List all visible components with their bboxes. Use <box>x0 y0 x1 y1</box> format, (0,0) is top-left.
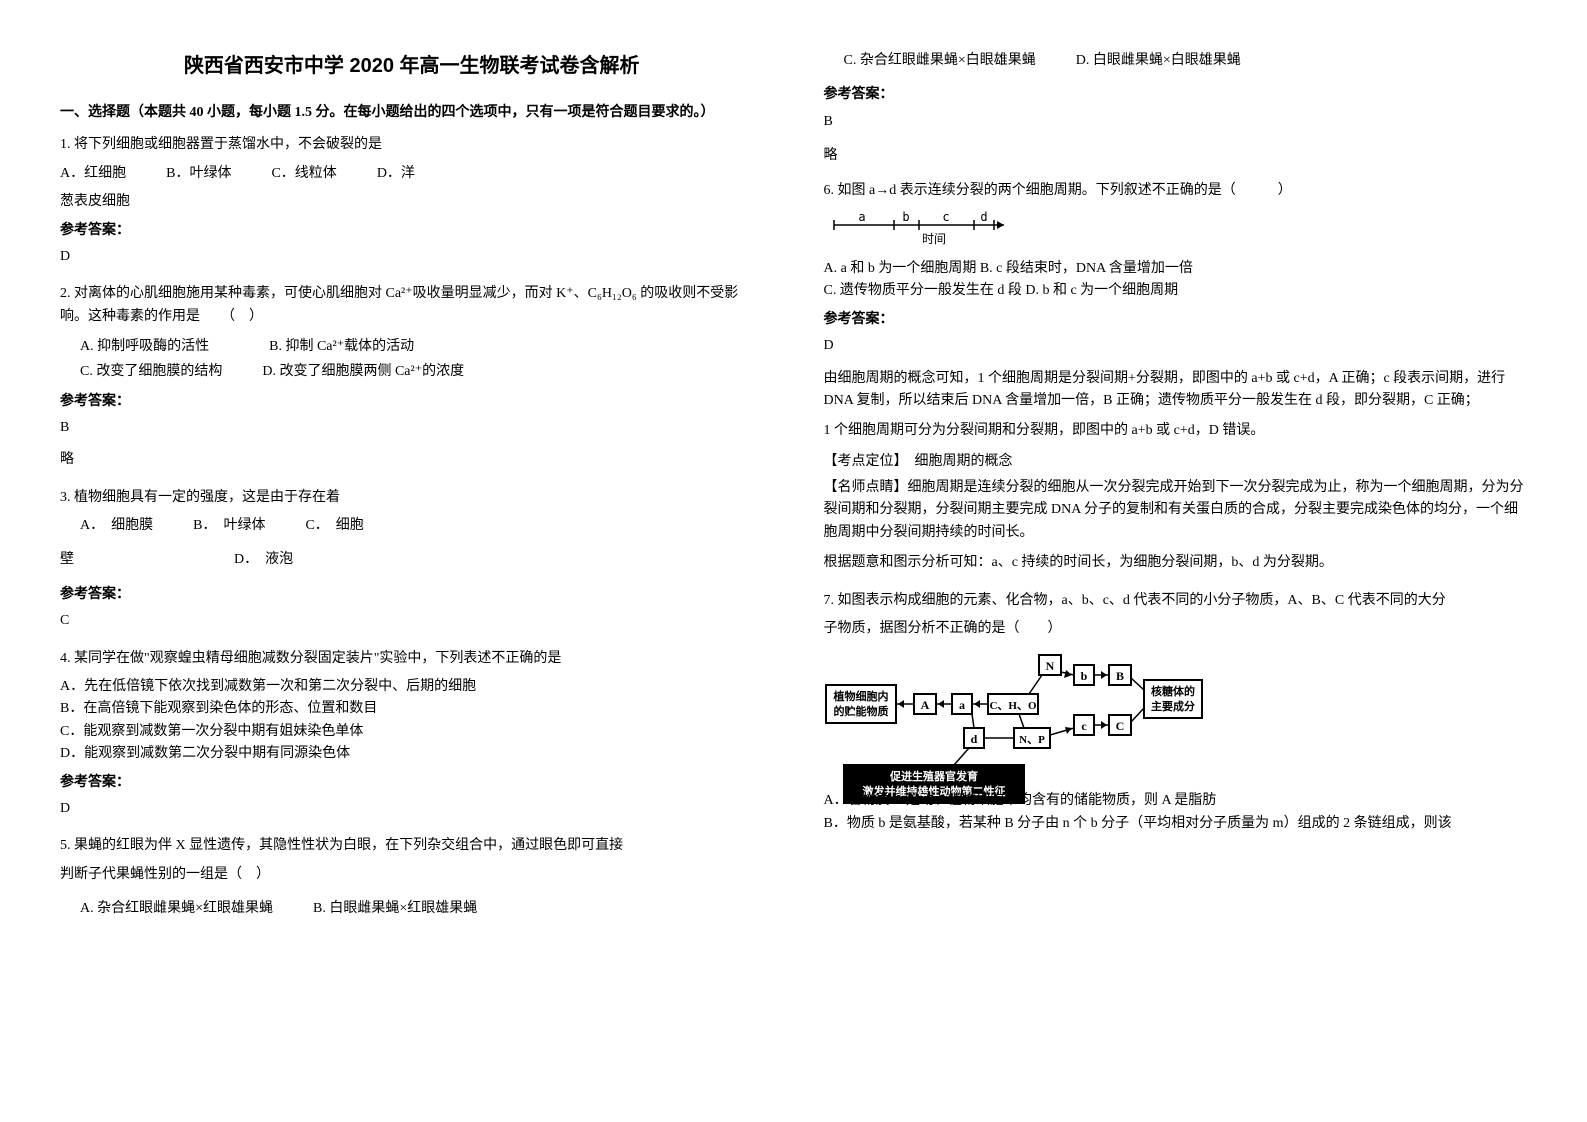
q6-answer: D <box>824 335 1528 357</box>
right-column: C. 杂合红眼雌果蝇×白眼雄果蝇 D. 白眼雌果蝇×白眼雄果蝇 参考答案： B … <box>794 50 1528 1072</box>
q3-answer-label: 参考答案： <box>60 584 764 606</box>
q7-option-a: A．若物质 A 是动、植物细胞中均含有的储能物质，则 A 是脂肪 <box>824 790 1528 812</box>
svg-text:的贮能物质: 的贮能物质 <box>833 704 888 718</box>
q1-option-a: A．红细胞 <box>60 163 126 185</box>
q1-option-c: C．线粒体 <box>271 163 336 185</box>
q6-exp1: 由细胞周期的概念可知，1 个细胞周期是分裂间期+分裂期，即图中的 a+b 或 c… <box>824 368 1528 413</box>
q5-option-c: C. 杂合红眼雌果蝇×白眼雄果蝇 <box>844 50 1036 72</box>
q4-answer: D <box>60 798 764 820</box>
question-4: 4. 某同学在做"观察蝗虫精母细胞减数分裂固定装片"实验中，下列表述不正确的是 … <box>60 648 764 821</box>
question-5: 5. 果蝇的红眼为伴 X 显性遗传，其隐性性状为白眼，在下列杂交组合中，通过眼色… <box>60 835 764 920</box>
q6-option-cd: C. 遗传物质平分一般发生在 d 段 D. b 和 c 为一个细胞周期 <box>824 280 1528 302</box>
svg-text:C、H、O: C、H、O <box>989 700 1036 712</box>
q6-exp2: 1 个细胞周期可分为分裂间期和分裂期，即图中的 a+b 或 c+d，D 错误。 <box>824 420 1528 442</box>
q1-option-b: B．叶绿体 <box>166 163 231 185</box>
q4-answer-label: 参考答案： <box>60 772 764 794</box>
question-1-text: 1. 将下列细胞或细胞器置于蒸馏水中，不会破裂的是 <box>60 134 764 156</box>
q6-genju: 根据题意和图示分析可知：a、c 持续的时间长，为细胞分裂间期，b、d 为分裂期。 <box>824 552 1528 574</box>
q2-answer: B <box>60 417 764 439</box>
svg-text:促进生殖器官发育: 促进生殖器官发育 <box>889 769 978 783</box>
exam-title: 陕西省西安市中学 2020 年高一生物联考试卷含解析 <box>60 50 764 82</box>
q2-option-a: A. 抑制呼吸酶的活性 <box>80 334 209 359</box>
question-5-text: 5. 果蝇的红眼为伴 X 显性遗传，其隐性性状为白眼，在下列杂交组合中，通过眼色… <box>60 835 764 857</box>
q3-answer: C <box>60 610 764 632</box>
question-2: 2. 对离体的心肌细胞施用某种毒素，可使心肌细胞对 Ca²⁺吸收量明显减少，而对… <box>60 283 764 471</box>
question-7: 7. 如图表示构成细胞的元素、化合物，a、b、c、d 代表不同的小分子物质，A、… <box>824 590 1528 836</box>
svg-text:A: A <box>920 698 929 712</box>
q5-note: 略 <box>824 145 1528 167</box>
q4-option-b: B．在高倍镜下能观察到染色体的形态、位置和数目 <box>60 698 764 720</box>
q1-answer: D <box>60 246 764 268</box>
q2-option-b: B. 抑制 Ca²⁺载体的活动 <box>269 334 414 359</box>
question-5-text2: 判断子代果蝇性别的一组是（ ） <box>60 864 764 886</box>
q2-answer-label: 参考答案： <box>60 391 764 413</box>
q1-option-d: D．洋 <box>377 163 415 185</box>
left-column: 陕西省西安市中学 2020 年高一生物联考试卷含解析 一、选择题（本题共 40 … <box>60 50 794 1072</box>
svg-text:N、P: N、P <box>1019 734 1045 746</box>
q6-answer-label: 参考答案： <box>824 309 1528 331</box>
question-3-text: 3. 植物细胞具有一定的强度，这是由于存在着 <box>60 487 764 509</box>
q3-option-a: A． 细胞膜 <box>80 515 153 537</box>
q2-note: 略 <box>60 449 764 471</box>
svg-text:N: N <box>1045 659 1054 673</box>
q3-option-b: B． 叶绿体 <box>193 515 265 537</box>
question-4-text: 4. 某同学在做"观察蝗虫精母细胞减数分裂固定装片"实验中，下列表述不正确的是 <box>60 648 764 670</box>
svg-text:d: d <box>970 732 977 746</box>
q6-option-ab: A. a 和 b 为一个细胞周期 B. c 段结束时，DNA 含量增加一倍 <box>824 258 1528 280</box>
q1-option-d-cont: 葱表皮细胞 <box>60 191 764 213</box>
question-6-text: 6. 如图 a→d 表示连续分裂的两个细胞周期。下列叙述不正确的是（ ） <box>824 180 1528 202</box>
q5-answer: B <box>824 111 1528 133</box>
section-header: 一、选择题（本题共 40 小题，每小题 1.5 分。在每小题给出的四个选项中，只… <box>60 102 764 124</box>
q5-option-d: D. 白眼雌果蝇×白眼雄果蝇 <box>1076 50 1241 72</box>
q5-option-b: B. 白眼雌果蝇×红眼雄果蝇 <box>313 898 477 920</box>
question-6: 6. 如图 a→d 表示连续分裂的两个细胞周期。下列叙述不正确的是（ ） a b… <box>824 180 1528 575</box>
svg-text:c: c <box>1081 719 1087 733</box>
q6-mingshi: 【名师点睛】细胞周期是连续分裂的细胞从一次分裂完成开始到下一次分裂完成为止，称为… <box>824 477 1528 544</box>
timeline-b: b <box>902 210 909 224</box>
q6-kaodian: 【考点定位】 细胞周期的概念 <box>824 451 1528 473</box>
q2-option-c: C. 改变了细胞膜的结构 <box>80 359 222 384</box>
q1-answer-label: 参考答案： <box>60 220 764 242</box>
q5-option-a: A. 杂合红眼雌果蝇×红眼雄果蝇 <box>80 898 273 920</box>
q7-option-b: B．物质 b 是氨基酸，若某种 B 分子由 n 个 b 分子（平均相对分子质量为… <box>824 813 1528 835</box>
svg-text:植物细胞内: 植物细胞内 <box>832 689 888 703</box>
q4-option-a: A．先在低倍镜下依次找到减数第一次和第二次分裂中、后期的细胞 <box>60 676 764 698</box>
question-7-text: 7. 如图表示构成细胞的元素、化合物，a、b、c、d 代表不同的小分子物质，A、… <box>824 590 1528 612</box>
svg-text:a: a <box>959 698 965 712</box>
question-3: 3. 植物细胞具有一定的强度，这是由于存在着 A． 细胞膜 B． 叶绿体 C． … <box>60 487 764 633</box>
svg-text:B: B <box>1115 669 1123 683</box>
timeline-d: d <box>980 210 987 224</box>
q5-answer-label: 参考答案： <box>824 84 1528 106</box>
q3-option-d: D． 液泡 <box>234 549 293 571</box>
q4-option-c: C．能观察到减数第一次分裂中期有姐妹染色单体 <box>60 721 764 743</box>
timeline-diagram: a b c d 时间 <box>824 210 1024 250</box>
timeline-xlabel: 时间 <box>921 232 945 246</box>
q2-option-d: D. 改变了细胞膜两侧 Ca²⁺的浓度 <box>262 359 464 384</box>
timeline-c: c <box>942 210 949 224</box>
concept-diagram: 植物细胞内 的贮能物质 A a C、H、O N <box>824 650 1204 780</box>
q3-option-c: C． 细胞 <box>305 515 363 537</box>
svg-text:b: b <box>1080 669 1087 683</box>
q4-option-d: D．能观察到减数第二次分裂中期有同源染色体 <box>60 743 764 765</box>
q3-option-c-cont: 壁 <box>60 549 74 571</box>
svg-text:主要成分: 主要成分 <box>1151 699 1195 713</box>
question-7-text2: 子物质，据图分析不正确的是（ ） <box>824 618 1528 640</box>
question-2-text: 2. 对离体的心肌细胞施用某种毒素，可使心肌细胞对 Ca²⁺吸收量明显减少，而对… <box>60 283 764 328</box>
timeline-a: a <box>858 210 865 224</box>
svg-text:C: C <box>1115 719 1124 733</box>
question-1: 1. 将下列细胞或细胞器置于蒸馏水中，不会破裂的是 A．红细胞 B．叶绿体 C．… <box>60 134 764 268</box>
svg-text:核糖体的: 核糖体的 <box>1151 684 1195 698</box>
